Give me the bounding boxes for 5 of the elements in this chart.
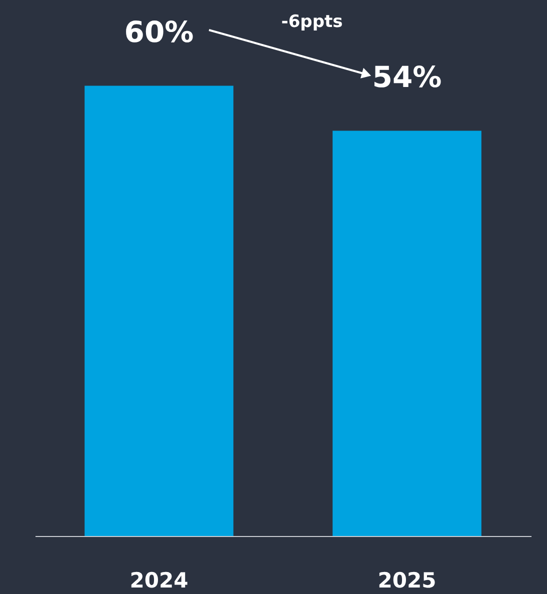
text: -6ppts xyxy=(281,12,343,32)
x-tick-label: 2025 xyxy=(378,568,436,592)
x-tick-label: 2024 xyxy=(130,568,188,592)
data-label: 54% xyxy=(372,60,442,94)
data-label: 60% xyxy=(124,14,194,49)
